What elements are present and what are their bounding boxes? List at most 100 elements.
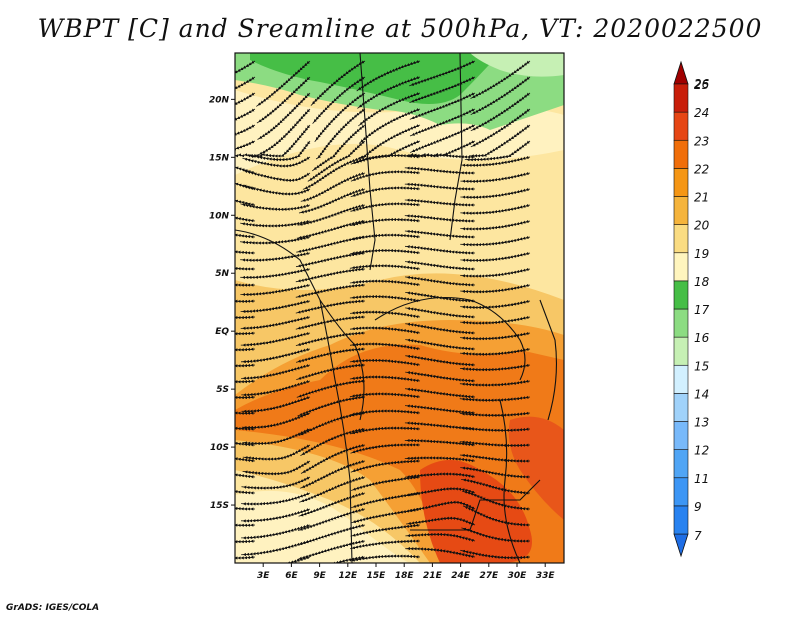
colorbar-label: 19	[694, 247, 709, 261]
streamline	[461, 527, 531, 543]
colorbar-label: 20	[694, 219, 710, 233]
streamline	[295, 251, 366, 268]
lon-tick-label: 21E	[423, 571, 443, 581]
streamline	[460, 155, 531, 167]
streamline	[235, 140, 256, 157]
colorbar-swatch	[673, 336, 689, 366]
streamline	[235, 402, 256, 415]
lat-tick-label: 5N	[215, 269, 229, 279]
lat-tick-label: 15N	[209, 153, 230, 163]
colorbar-label: 13	[694, 416, 709, 430]
colorbar-label: 7	[694, 529, 702, 543]
colorbar-label: 16	[694, 331, 710, 345]
streamline	[460, 235, 531, 247]
colorbar-label: 23	[694, 134, 709, 148]
streamline	[459, 363, 531, 372]
colorbar-label: 25	[694, 78, 709, 92]
colorbar-label: 22	[694, 162, 709, 176]
colorbar-swatch	[673, 421, 689, 450]
streamline	[459, 440, 531, 448]
colorbar-bottom-arrow	[673, 533, 689, 558]
colorbar-swatch	[673, 364, 689, 394]
streamline	[235, 76, 256, 104]
streamline	[242, 169, 311, 183]
latitude-axis: 20N 15N 10N 5N EQ 5S 10S 15S	[209, 95, 235, 511]
streamline	[242, 444, 311, 461]
streamline	[460, 171, 531, 183]
lat-tick-label: 5S	[216, 385, 229, 395]
streamline	[235, 124, 256, 146]
lon-tick-label: 24E	[451, 571, 471, 581]
grads-credit: GrADS: IGES/COLA	[6, 603, 100, 613]
colorbar-label: 26	[694, 77, 710, 91]
lon-tick-label: 15E	[367, 571, 387, 581]
map-plot-area	[234, 52, 565, 564]
colorbar-swatch	[673, 477, 689, 507]
colorbar-label: 21	[694, 191, 709, 205]
colorbar-swatch	[673, 393, 689, 422]
lon-tick-label: 3E	[257, 571, 270, 581]
colorbar-swatch	[673, 252, 689, 282]
colorbar-label: 12	[694, 444, 709, 458]
lon-tick-label: 33E	[536, 571, 556, 581]
streamline	[460, 331, 531, 341]
colorbar-swatch	[673, 168, 689, 197]
colorbar-swatch	[673, 196, 689, 225]
streamline	[460, 219, 531, 231]
streamline	[235, 431, 256, 447]
lon-tick-label: 18E	[395, 571, 415, 581]
streamlines	[235, 59, 531, 563]
streamline	[459, 379, 531, 387]
streamline	[235, 60, 256, 89]
map-frame	[234, 52, 565, 564]
lon-tick-label: 9E	[313, 571, 326, 581]
colorbar-swatch	[673, 111, 689, 141]
colorbar-swatch	[673, 449, 689, 479]
streamline	[460, 549, 531, 560]
streamline	[459, 453, 531, 463]
streamline	[459, 411, 531, 417]
streamline	[235, 108, 256, 132]
lat-tick-label: 10N	[209, 211, 230, 221]
streamline	[462, 505, 531, 527]
colorbar-label: 24	[694, 106, 709, 120]
streamline	[460, 251, 531, 263]
lat-tick-label: EQ	[215, 327, 229, 337]
colorbar-label: 15	[694, 359, 709, 373]
lat-tick-label: 15S	[210, 501, 229, 511]
streamline	[242, 428, 311, 446]
colorbar-label: 9	[694, 500, 702, 514]
streamline	[460, 466, 531, 479]
streamline	[460, 203, 531, 215]
streamline	[241, 412, 311, 430]
longitude-axis: 3E 6E 9E 12E 15E 18E 21E 24E 27E 30E 33E	[257, 563, 555, 581]
streamline	[459, 395, 531, 402]
colorbar-swatch	[673, 308, 689, 338]
colorbar-swatch	[673, 280, 689, 310]
lon-tick-label: 6E	[285, 571, 298, 581]
colorbar-label: 17	[694, 303, 710, 317]
colorbar-label: 11	[694, 472, 709, 486]
streamline	[235, 202, 256, 223]
streamline	[459, 426, 531, 433]
colorbar-top-arrow	[673, 60, 689, 85]
streamline	[406, 516, 476, 526]
colorbar-swatch	[673, 83, 689, 113]
colorbar-label: 14	[694, 387, 709, 401]
lat-tick-label: 10S	[210, 443, 229, 453]
streamline	[460, 187, 531, 199]
lon-tick-label: 12E	[338, 571, 358, 581]
streamline	[235, 446, 256, 463]
map-title: WBPT [C] and Sreamline at 500hPa, VT: 20…	[37, 14, 763, 43]
lon-tick-label: 30E	[508, 571, 528, 581]
streamline	[235, 462, 256, 479]
colorbar-swatch	[673, 505, 689, 535]
colorbar-swatch	[673, 139, 689, 169]
lat-tick-label: 20N	[209, 95, 230, 105]
lon-tick-label: 27E	[479, 571, 499, 581]
colorbar-label: 18	[694, 275, 710, 289]
streamline	[350, 523, 421, 537]
streamline	[459, 347, 531, 356]
streamline	[235, 417, 255, 431]
